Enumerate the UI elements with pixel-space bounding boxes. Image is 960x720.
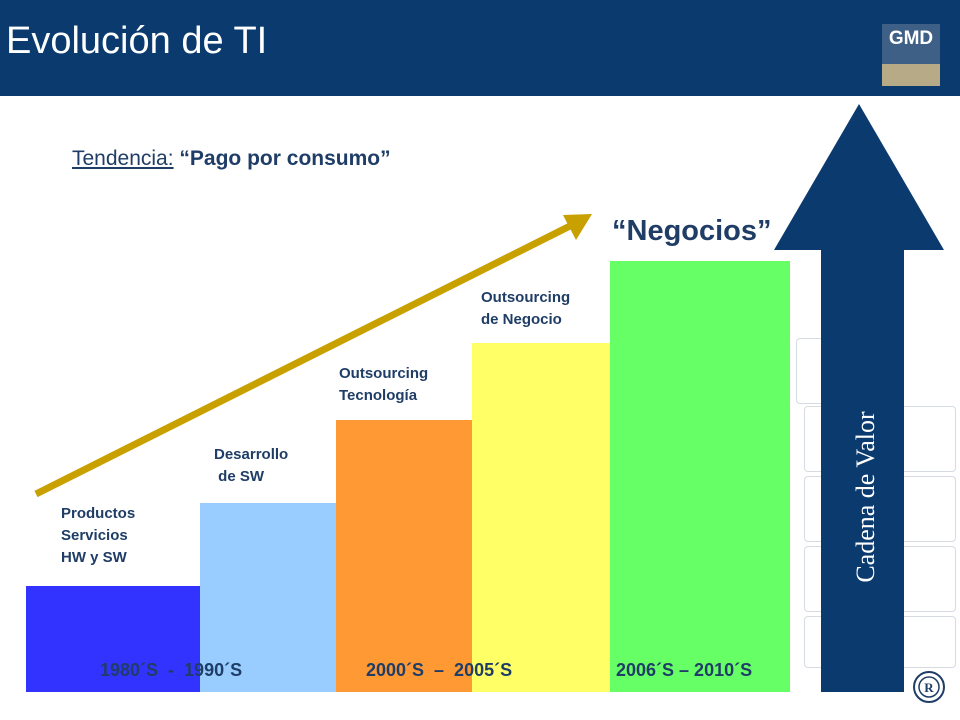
stage-label-4: Outsourcing de Negocio [481,289,571,328]
decade-label-2: 2000´S – 2005´S [366,660,513,680]
negocios-label: “Negocios” [612,215,772,247]
bar-stage-1 [26,586,202,692]
bar-stage-5 [610,261,790,692]
trend-arrow [34,214,592,498]
bar-stage-2 [200,503,337,692]
bar-stage-3 [336,420,473,692]
value-chain-label: Cadena de Valor [851,411,880,583]
decade-label-3: 2006´S – 2010´S [616,660,753,680]
gmd-logo: GMD [882,24,940,86]
svg-text:R: R [924,680,934,695]
stage-label-2: Desarrollo de SW [214,446,289,485]
value-chain-arrow [774,104,944,692]
page-title: Evolución de TI [6,20,268,62]
trend-label: Tendencia: [72,147,174,170]
decade-label-1: 1980´S - 1990´S [100,660,243,680]
header-bar: Evolución de TI GMD [0,0,960,96]
stage-label-1: Productos Servicios HW y SW [61,505,136,566]
registered-seal-icon: R [913,671,945,703]
bar-stage-4 [472,343,612,692]
trend-line: Tendencia: “Pago por consumo” [72,147,391,171]
trend-quote: “Pago por consumo” [179,147,391,170]
logo-band [882,64,940,86]
stage-label-3: Outsourcing Tecnología [339,365,429,404]
logo-text: GMD [882,24,940,64]
